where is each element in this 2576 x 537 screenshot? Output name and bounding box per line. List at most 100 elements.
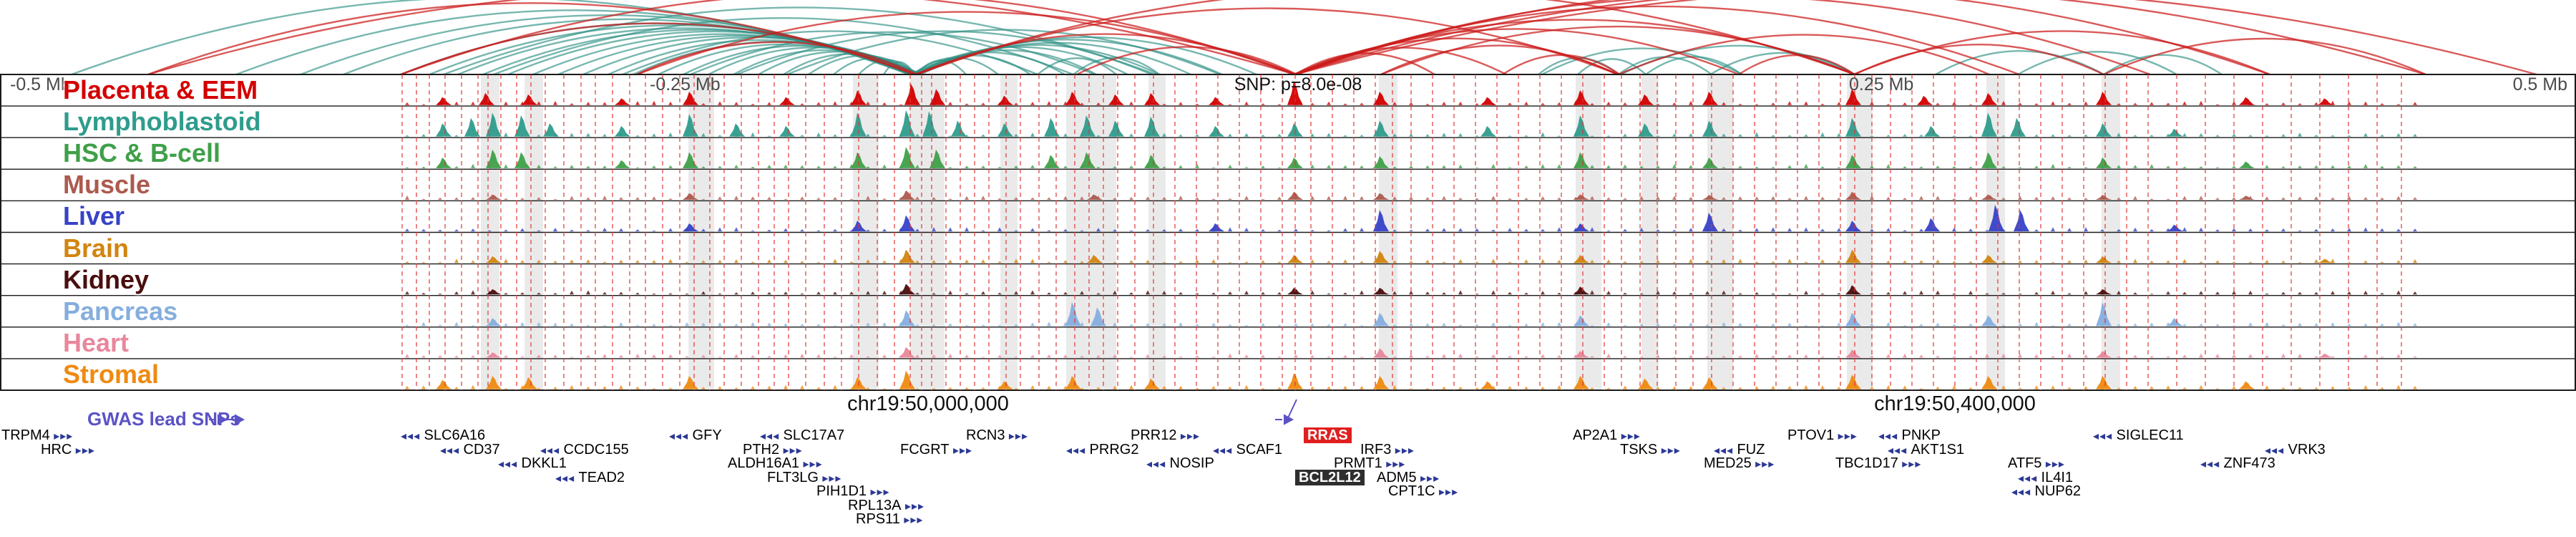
gene-cpt1c: CPT1C ▸▸▸	[1388, 484, 1458, 499]
gene-strand-right-arrows-icon: ▸▸▸	[901, 500, 925, 513]
track-label-stromal: Stromal	[63, 359, 160, 389]
gene-name: ZNF473	[2223, 455, 2275, 471]
gene-name: TBC1D17	[1835, 455, 1898, 471]
gene-name: IL4I1	[2041, 470, 2074, 485]
gene-gfy: ◂◂◂ GFY	[669, 428, 722, 443]
gene-trpm4: TRPM4 ▸▸▸	[1, 428, 73, 443]
gene-name: PRRG2	[1089, 442, 1139, 458]
gene-name: RPL13A	[848, 498, 902, 513]
gene-strand-right-arrows-icon: ▸▸▸	[1416, 473, 1440, 485]
gene-fuz: ◂◂◂ FUZ	[1714, 442, 1765, 458]
interaction-arc	[1037, 57, 1117, 75]
gene-name: HRC	[41, 442, 72, 458]
gene-dkkl1: ◂◂◂ DKKL1	[498, 456, 567, 471]
gene-name: RCN3	[966, 427, 1005, 443]
gene-strand-left-arrows-icon: ◂◂◂	[669, 430, 693, 442]
interaction-arc	[1380, 25, 1855, 76]
gene-strand-right-arrows-icon: ▸▸▸	[1005, 430, 1028, 442]
coordinate-label-right: chr19:50,400,000	[1874, 392, 2036, 415]
scale-label-minus-half-mb: -0.5 Mb	[10, 74, 71, 95]
gene-name: FCGRT	[900, 442, 950, 458]
interaction-arc	[786, 29, 1221, 76]
interaction-arc	[1738, 54, 1855, 75]
gene-ccdc155: ◂◂◂ CCDC155	[540, 442, 629, 458]
gene-name: BCL2L12	[1295, 470, 1365, 485]
gene-tead2: ◂◂◂ TEAD2	[555, 470, 625, 485]
gene-scaf1: ◂◂◂ SCAF1	[1213, 442, 1282, 458]
gene-name: RRAS	[1304, 427, 1352, 443]
track-noise	[405, 290, 2417, 295]
interaction-arc	[1935, 50, 2104, 76]
track-signal	[436, 147, 2255, 168]
gene-name: TSKS	[1620, 442, 1658, 458]
track-signal	[486, 302, 2183, 326]
gene-strand-left-arrows-icon: ◂◂◂	[1714, 445, 1737, 457]
interaction-arc	[882, 61, 916, 75]
gene-name: FUZ	[1737, 442, 1765, 458]
gene-strand-right-arrows-icon: ▸▸▸	[779, 445, 803, 457]
gene-irf3: IRF3 ▸▸▸	[1360, 442, 1415, 458]
gene-strand-left-arrows-icon: ◂◂◂	[2011, 486, 2035, 498]
gene-name: ADM5	[1377, 470, 1417, 485]
gene-rcn3: RCN3 ▸▸▸	[966, 428, 1028, 443]
gene-name: NOSIP	[1169, 455, 1214, 471]
gene-nup62: ◂◂◂ NUP62	[2011, 484, 2081, 499]
interaction-arc	[1293, 0, 2426, 76]
gene-name: AKT1S1	[1911, 442, 1965, 458]
interaction-arc	[400, 0, 1297, 76]
interaction-arc	[1380, 44, 1618, 76]
interaction-arc	[690, 31, 1096, 76]
gene-pnkp: ◂◂◂ PNKP	[1878, 428, 1941, 443]
gene-strand-right-arrows-icon: ▸▸▸	[899, 514, 924, 526]
track-label-kidney: Kidney	[63, 264, 150, 294]
gwas-snp-marker	[1275, 414, 1294, 425]
gene-strand-left-arrows-icon: ◂◂◂	[2265, 445, 2288, 457]
gene-name: GFY	[692, 427, 722, 443]
gene-strand-right-arrows-icon: ▸▸▸	[949, 445, 973, 457]
gene-strand-right-arrows-icon: ▸▸▸	[867, 486, 890, 498]
interaction-arc	[1296, 0, 2270, 76]
track-noise	[405, 163, 2417, 168]
gene-name: TEAD2	[578, 470, 625, 485]
gene-name: AP2A1	[1573, 427, 1618, 443]
gene-name: FLT3LG	[767, 470, 819, 485]
gene-strand-left-arrows-icon: ◂◂◂	[1146, 458, 1170, 470]
gene-name: CD37	[463, 442, 500, 458]
gene-ptov1: PTOV1 ▸▸▸	[1787, 428, 1858, 443]
interaction-arc	[636, 41, 918, 76]
interaction-arc	[2017, 51, 2177, 76]
interaction-arc	[733, 49, 912, 76]
track-label-liver: Liver	[63, 201, 125, 231]
gene-strand-left-arrows-icon: ◂◂◂	[1878, 430, 1902, 442]
track-noise	[405, 227, 2417, 232]
gwas-snp-marker	[226, 414, 245, 425]
interaction-arc	[758, 51, 918, 76]
snp-pvalue-label: SNP: p=8.0e-08	[1234, 74, 1362, 95]
track-label-muscle: Muscle	[63, 170, 151, 200]
gene-strand-right-arrows-icon: ▸▸▸	[1176, 430, 1201, 442]
interaction-arc	[914, 0, 1855, 76]
gene-name: MED25	[1704, 455, 1752, 471]
interaction-arc	[1502, 54, 1621, 76]
interaction-arc	[917, 7, 1619, 76]
gene-rras: RRAS	[1304, 427, 1352, 443]
gene-vrk3: ◂◂◂ VRK3	[2265, 442, 2326, 458]
gene-strand-right-arrows-icon: ▸▸▸	[1382, 458, 1406, 470]
gene-strand-right-arrows-icon: ▸▸▸	[72, 445, 95, 457]
gene-name: CPT1C	[1388, 483, 1435, 499]
gene-name: ATF5	[2008, 455, 2042, 471]
gene-pth2: PTH2 ▸▸▸	[743, 442, 803, 458]
gene-strand-right-arrows-icon: ▸▸▸	[1898, 458, 1922, 470]
track-noise	[405, 384, 2417, 390]
interaction-arc	[909, 46, 1128, 76]
gene-slc17a7: ◂◂◂ SLC17A7	[760, 428, 844, 443]
interaction-arc	[1618, 34, 1990, 76]
interaction-arc	[2103, 54, 2223, 76]
track-signal	[486, 284, 2112, 295]
gene-tsks: TSKS ▸▸▸	[1620, 442, 1681, 458]
interaction-arc	[1294, 0, 2537, 76]
track-noise	[405, 353, 2417, 358]
gene-akt1s1: ◂◂◂ AKT1S1	[1888, 442, 1964, 458]
